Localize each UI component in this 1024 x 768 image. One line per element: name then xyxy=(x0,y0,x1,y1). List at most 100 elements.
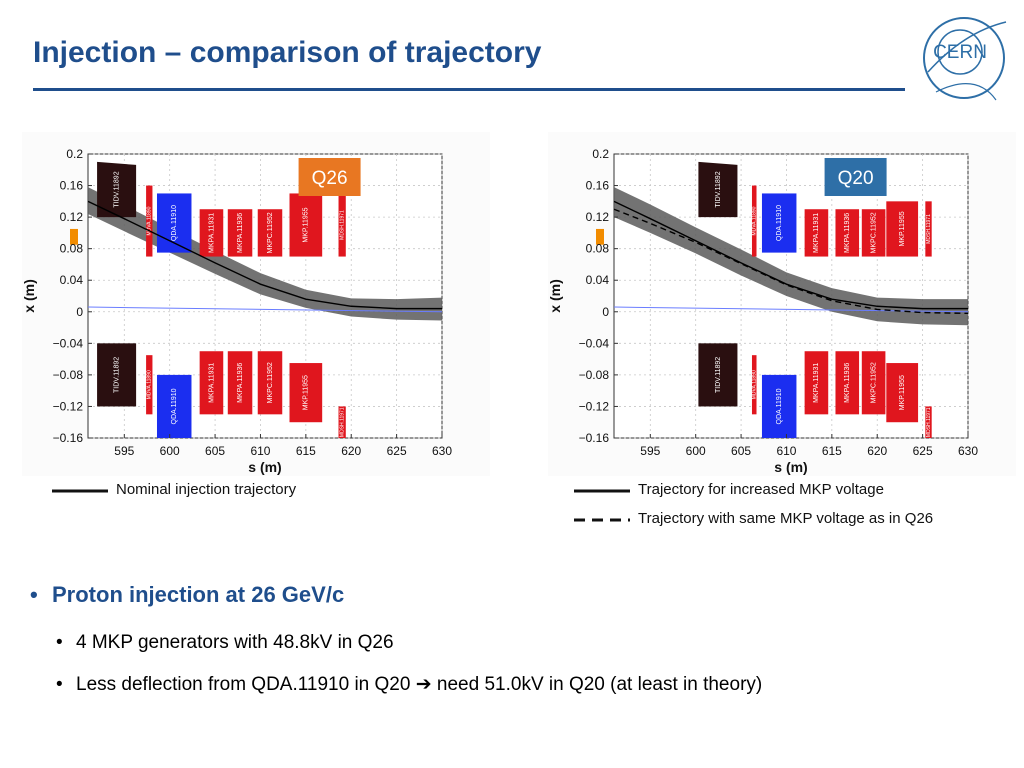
trajectory-solid xyxy=(613,200,968,310)
element-label: QDA.11910 xyxy=(776,388,783,424)
element-label: MKPA.11936 xyxy=(237,213,244,253)
y-tick-label: −0.04 xyxy=(579,336,610,350)
y-tick-label: 0.16 xyxy=(586,179,610,193)
element-block-qda.11910 xyxy=(761,374,797,438)
page-title: Injection – comparison of trajectory xyxy=(33,36,542,69)
element-label: MDVA.11890 xyxy=(147,370,153,399)
element-label: MKP.11955 xyxy=(899,211,906,246)
element-block-mkpa.11936 xyxy=(227,209,253,257)
reference-line xyxy=(87,306,443,313)
x-tick-label: 595 xyxy=(640,444,660,458)
bullet-sub-1: • 4 MKP generators with 48.8kV in Q26 xyxy=(56,632,394,654)
element-block-mdsh.11971 xyxy=(925,406,932,438)
element-label: MDVA.11890 xyxy=(752,206,758,235)
injection-marker xyxy=(596,228,604,245)
element-label: MKPA.11931 xyxy=(813,213,820,253)
optics-label-text: Q20 xyxy=(838,168,874,189)
element-block-mdsh.11971 xyxy=(338,406,346,438)
y-tick-label: 0.2 xyxy=(592,147,609,161)
element-label: MKP.11955 xyxy=(899,375,906,410)
element-block-mdva.11890 xyxy=(146,355,153,415)
element-label: MDSH.11971 xyxy=(339,210,345,240)
injection-marker xyxy=(70,228,78,245)
x-tick-label: 600 xyxy=(160,444,180,458)
y-axis-label: x (m) xyxy=(548,279,563,312)
y-tick-label: −0.16 xyxy=(53,431,84,445)
element-block-mdva.11890 xyxy=(751,185,757,257)
legend-solid-line-right xyxy=(574,489,630,493)
element-label: TIDV.11892 xyxy=(715,357,722,393)
element-label: MKP.11955 xyxy=(303,207,310,242)
element-block-mkpc.11952 xyxy=(861,351,886,415)
x-tick-label: 630 xyxy=(958,444,978,458)
element-block-mdsh.11971 xyxy=(925,201,932,257)
element-label: MKPC.11952 xyxy=(267,362,274,403)
element-block-tidv.11892 xyxy=(698,343,738,407)
element-block-mkpa.11931 xyxy=(199,209,224,257)
element-block-mkpc.11952 xyxy=(861,209,886,257)
element-block-tidv.11892 xyxy=(698,161,738,218)
element-label: MDSH.11971 xyxy=(339,407,345,437)
y-tick-label: −0.16 xyxy=(579,431,610,445)
x-tick-label: 625 xyxy=(913,444,933,458)
element-block-tidv.11892 xyxy=(97,343,137,407)
bullet-main: • Proton injection at 26 GeV/c xyxy=(30,582,344,608)
x-axis-label: s (m) xyxy=(774,459,807,475)
element-block-qda.11910 xyxy=(156,374,192,438)
x-tick-label: 615 xyxy=(296,444,316,458)
trajectory-solid xyxy=(87,200,442,310)
legend-solid-line-left xyxy=(52,489,108,493)
x-tick-label: 620 xyxy=(867,444,887,458)
bullet-dot: • xyxy=(30,582,38,607)
bullet-dot: • xyxy=(56,632,63,653)
y-axis-label: x (m) xyxy=(22,279,37,312)
cern-logo-text: CERN xyxy=(933,42,987,63)
element-label: QDA.11910 xyxy=(171,388,178,424)
element-block-qda.11910 xyxy=(761,193,797,253)
x-tick-label: 605 xyxy=(731,444,751,458)
element-label: MKPC.11952 xyxy=(870,362,877,403)
x-tick-label: 615 xyxy=(822,444,842,458)
x-tick-label: 595 xyxy=(114,444,134,458)
element-block-mkpa.11931 xyxy=(804,351,829,415)
element-label: MKPA.11931 xyxy=(813,363,820,403)
element-block-mkp.11955 xyxy=(289,363,323,423)
trajectory-chart-q26: TIDV.11892 TIDV.11892 MDVA.11890 MDVA.11890… xyxy=(22,132,490,476)
cern-logo: CERN xyxy=(923,17,1007,101)
bullet-main-text: Proton injection at 26 GeV/c xyxy=(52,582,345,607)
element-label: QDA.11910 xyxy=(776,205,783,241)
element-block-mdsh.11971 xyxy=(338,193,346,257)
element-block-mkpa.11936 xyxy=(227,351,253,415)
y-tick-label: −0.04 xyxy=(53,336,84,350)
y-tick-label: 0 xyxy=(76,305,83,319)
y-tick-label: 0.08 xyxy=(60,242,84,256)
bullet-sub-2: • Less deflection from QDA.11910 in Q20 ➔… xyxy=(56,673,762,696)
bullet-dot: • xyxy=(56,674,63,695)
element-label: MKPA.11931 xyxy=(208,213,215,253)
element-block-mkpc.11952 xyxy=(257,351,283,415)
element-label: MDSH.11971 xyxy=(926,214,932,244)
x-tick-label: 605 xyxy=(205,444,225,458)
element-label: TIDV.11892 xyxy=(113,357,120,393)
x-tick-label: 625 xyxy=(387,444,407,458)
optics-label-box xyxy=(824,158,887,196)
y-tick-label: 0.12 xyxy=(586,210,610,224)
element-block-mkpc.11952 xyxy=(257,209,283,257)
y-tick-label: 0.2 xyxy=(66,147,83,161)
optics-label-box xyxy=(298,158,361,196)
trajectory-dashed xyxy=(613,208,969,315)
element-block-mdva.11890 xyxy=(146,185,153,257)
element-label: QDA.11910 xyxy=(171,205,178,241)
element-block-mdva.11890 xyxy=(751,355,757,415)
element-block-mkp.11955 xyxy=(886,201,919,257)
y-tick-label: −0.08 xyxy=(579,368,610,382)
x-tick-label: 630 xyxy=(432,444,452,458)
beam-envelope xyxy=(88,187,442,321)
element-block-mkpa.11936 xyxy=(835,209,860,257)
title-underline xyxy=(33,88,905,91)
y-tick-label: 0.16 xyxy=(60,179,84,193)
element-label: MKPC.11952 xyxy=(267,212,274,253)
element-label: MKPA.11936 xyxy=(237,363,244,403)
y-tick-label: 0.08 xyxy=(586,242,610,256)
element-block-mkp.11955 xyxy=(289,193,323,257)
